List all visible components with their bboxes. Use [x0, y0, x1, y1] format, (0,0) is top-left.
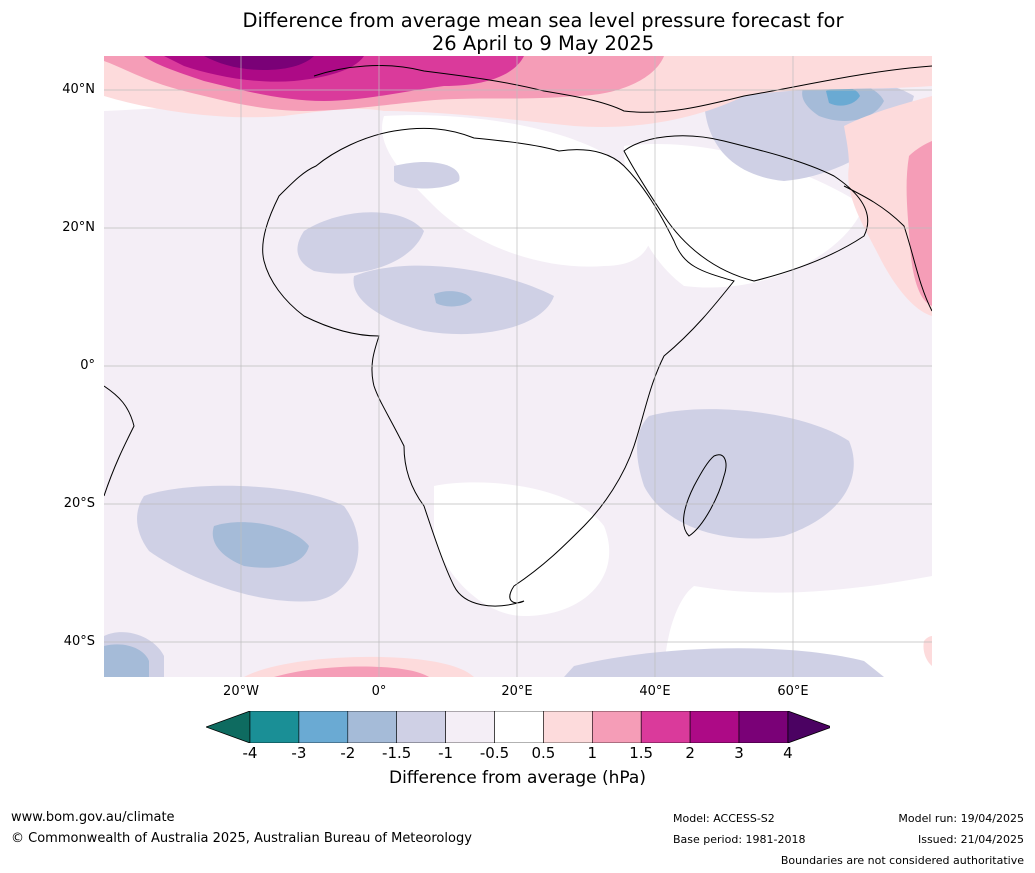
lat-label-40s: 40°S: [63, 634, 95, 649]
lower-region-sahel: [434, 291, 472, 307]
title-line-2: 26 April to 9 May 2025: [431, 32, 655, 55]
lon-label-40e: 40°E: [639, 684, 671, 699]
colorbar-tick-label: 2: [685, 744, 695, 762]
lower-region-sw: [104, 644, 149, 677]
colorbar-tick-label: -0.5: [479, 744, 510, 762]
colorbar-tick-label: -3: [291, 744, 307, 762]
colorbar-tick-label: -4: [242, 744, 258, 762]
colorbar-tick-label: -1: [438, 744, 454, 762]
graticule: [104, 56, 932, 677]
lat-label-40n: 40°N: [62, 82, 95, 97]
colorbar-tick-label: -2: [340, 744, 356, 762]
colorbar: [206, 711, 830, 743]
arabia-coastline: [623, 135, 869, 282]
europe-coastline: [313, 65, 932, 113]
footer-model: Model: ACCESS-S2: [673, 812, 775, 825]
colorbar-tick-label: 1.5: [629, 744, 654, 762]
high-region-se-corner: [923, 636, 932, 666]
colorbar-segment: [738, 711, 789, 743]
colorbar-segment: [640, 711, 691, 743]
footer-base-period: Base period: 1981-2018: [673, 833, 806, 846]
colorbar-segment: [396, 711, 446, 743]
colorbar-tick-label: 1: [587, 744, 598, 762]
colorbar-tick-label: 3: [734, 744, 744, 762]
neutral-region-central-south: [434, 482, 610, 616]
anomaly-map: [104, 56, 932, 677]
india-coastline: [843, 185, 932, 312]
footer-website: www.bom.gov.au/climate: [11, 810, 175, 825]
lat-label-equator: 0°: [80, 358, 95, 373]
footer-disclaimer: Boundaries are not considered authoritat…: [780, 854, 1024, 867]
lat-label-20s: 20°S: [63, 496, 95, 511]
neutral-region-arabia: [624, 144, 864, 288]
high-region-india: [844, 96, 932, 316]
higher-region-india: [906, 141, 932, 306]
colorbar-segment: [543, 711, 593, 743]
map-title: Difference from average mean sea level p…: [0, 9, 1035, 55]
colorbar-tick-label: 4: [783, 744, 793, 762]
colorbar-extend-low: [206, 711, 251, 743]
lon-label-60e: 60°E: [777, 684, 809, 699]
lon-label-20e: 20°E: [501, 684, 533, 699]
lon-label-0: 0°: [371, 684, 387, 699]
colorbar-label: Difference from average (hPa): [389, 768, 646, 788]
footer-model-run: Model run: 19/04/2025: [898, 812, 1024, 825]
south-america-coastline: [104, 385, 135, 497]
colorbar-segment: [298, 711, 349, 743]
colorbar-segment: [494, 711, 544, 743]
colorbar-tick-label: 0.5: [531, 744, 556, 762]
title-line-1: Difference from average mean sea level p…: [242, 9, 844, 32]
lat-label-20n: 20°N: [62, 220, 95, 235]
footer-copyright: © Commonwealth of Australia 2025, Austra…: [11, 831, 472, 846]
peak-region-north: [204, 56, 314, 70]
colorbar-segment: [445, 711, 495, 743]
low-region-mozambique: [637, 409, 854, 539]
colorbar-segment: [689, 711, 740, 743]
colorbar-segment: [347, 711, 398, 743]
colorbar-extend-high: [787, 711, 830, 743]
lon-label-20w: 20°W: [223, 684, 259, 699]
higher-region-south: [274, 666, 429, 677]
colorbar-segment: [591, 711, 642, 743]
low-region-sahel: [297, 212, 424, 274]
low-region-south-indian: [564, 648, 884, 677]
low-region-sahara: [394, 161, 460, 189]
africa-coastline: [262, 127, 735, 607]
lower-region-south-atlantic: [212, 522, 309, 568]
lowest-region-iran: [826, 86, 860, 106]
footer-issued: Issued: 21/04/2025: [917, 833, 1024, 846]
madagascar-coastline: [683, 454, 727, 537]
colorbar-tick-label: -1.5: [382, 744, 412, 762]
colorbar-segment: [249, 711, 300, 743]
